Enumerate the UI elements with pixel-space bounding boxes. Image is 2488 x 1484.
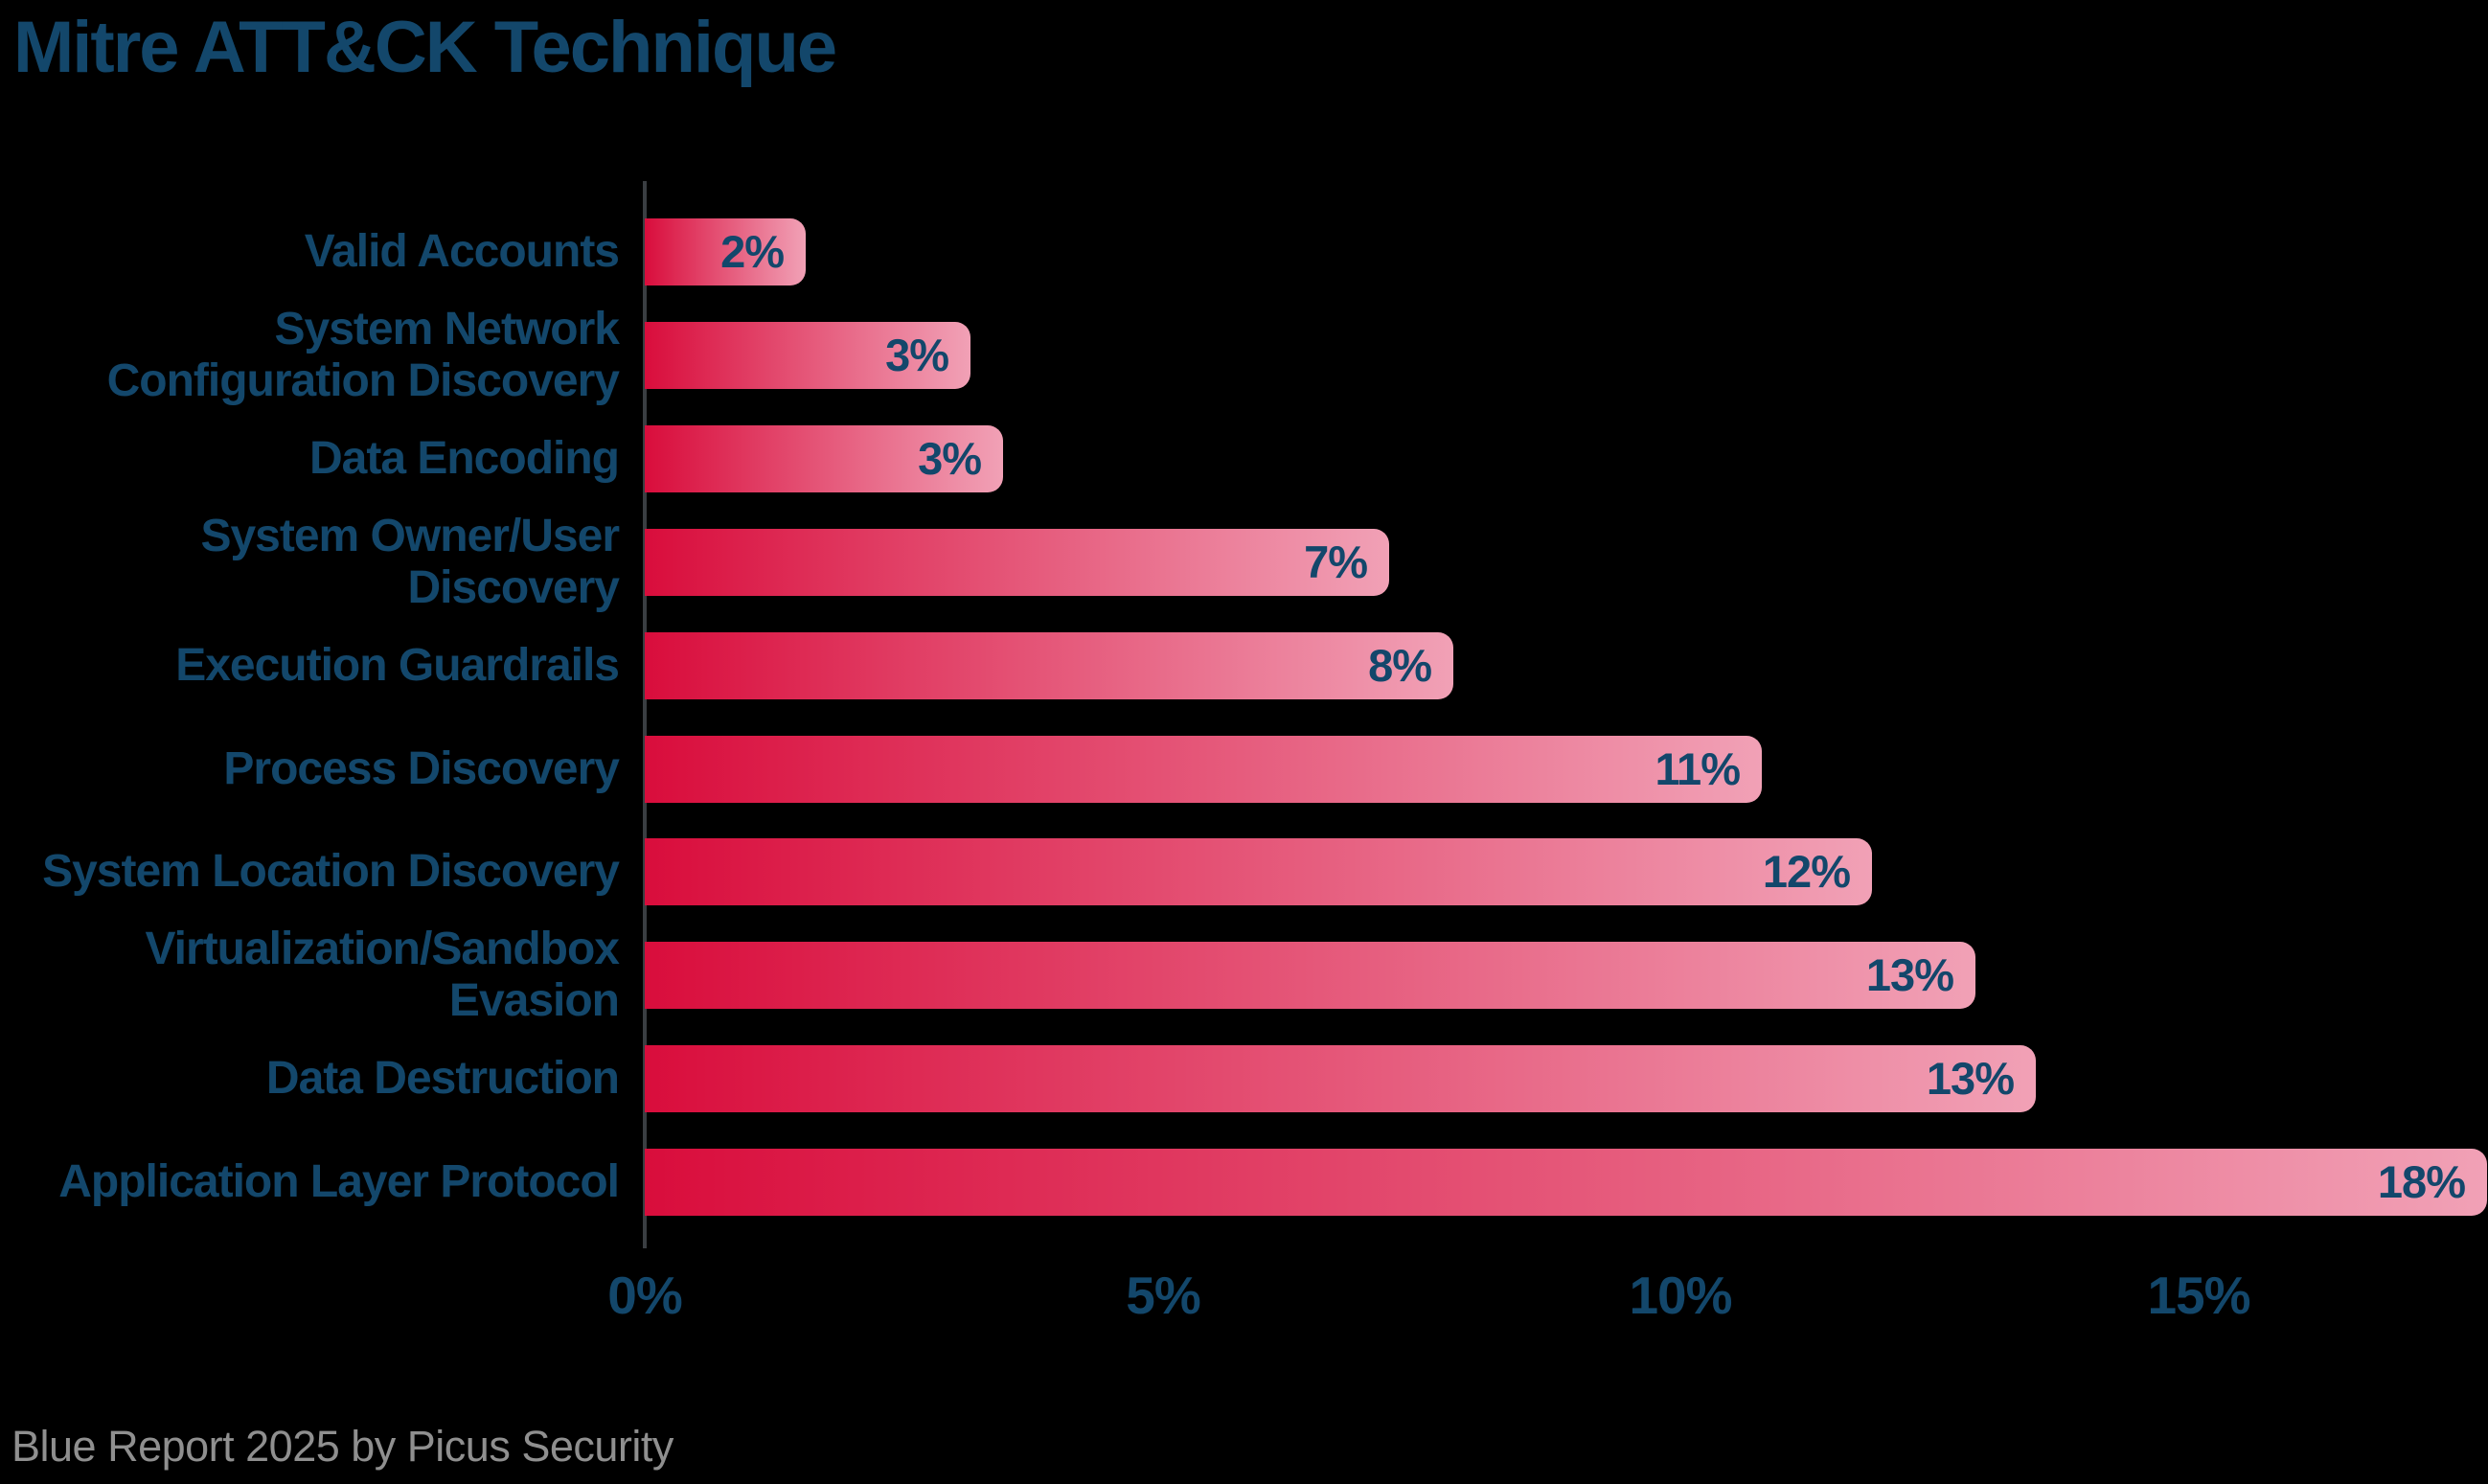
bar-value-label: 18% (2377, 1156, 2466, 1207)
bar: 7% (645, 529, 1389, 596)
bar: 8% (645, 632, 1453, 699)
category-label: Execution Guardrails (175, 640, 620, 691)
bar: 11% (645, 736, 1762, 803)
bar: 3% (645, 425, 1003, 492)
category-label: Data Destruction (265, 1053, 620, 1104)
category-label: System Location Discovery (42, 846, 620, 897)
category-label: Process Discovery (223, 743, 620, 794)
bar-value-label: 3% (885, 330, 949, 380)
bar: 3% (645, 322, 970, 389)
bar-value-label: 11% (1655, 743, 1741, 794)
bar: 13% (645, 1045, 2036, 1112)
bar-value-label: 13% (1865, 949, 1954, 1000)
category-label: System Network Configuration Discovery (106, 304, 620, 406)
category-label: Application Layer Protocol (58, 1156, 620, 1207)
category-label: Virtualization/Sandbox Evasion (145, 924, 620, 1026)
bar-value-label: 3% (918, 433, 982, 484)
x-tick-label: 0% (607, 1266, 682, 1325)
bar-value-label: 2% (720, 226, 785, 277)
category-label: Valid Accounts (304, 226, 620, 277)
bar: 18% (645, 1149, 2487, 1216)
x-tick-label: 5% (1126, 1266, 1200, 1325)
bar-value-label: 8% (1368, 640, 1432, 691)
bar-value-label: 7% (1304, 537, 1368, 587)
category-label: Data Encoding (308, 433, 620, 484)
bar-value-label: 13% (1926, 1053, 2015, 1104)
chart-title: Mitre ATT&CK Technique (13, 7, 837, 88)
x-tick-label: 15% (2147, 1266, 2250, 1325)
category-label: System Owner/User Discovery (200, 511, 620, 613)
bar: 12% (645, 838, 1872, 905)
y-axis-line (643, 181, 647, 1248)
x-tick-label: 10% (1629, 1266, 1732, 1325)
source-caption: Blue Report 2025 by Picus Security (11, 1422, 673, 1471)
bar-value-label: 12% (1762, 846, 1851, 897)
bar: 13% (645, 942, 1975, 1009)
bar: 2% (645, 218, 806, 285)
